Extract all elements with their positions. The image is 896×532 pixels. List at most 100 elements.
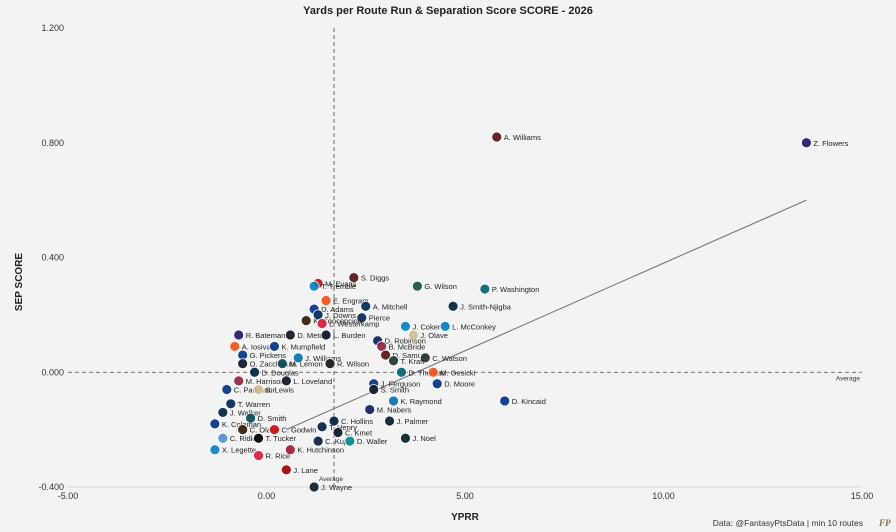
team-logo-marker [233, 375, 245, 387]
y-tick-label: -0.400 [38, 482, 64, 492]
data-point: J. Williams [292, 352, 341, 364]
data-point: A. Mitchell [360, 300, 408, 312]
data-point: D. Thomas [396, 366, 445, 378]
data-point: G. Wilson [411, 280, 457, 292]
point-label: L. Westerkamp [329, 319, 379, 328]
data-point: T. Warren [225, 398, 270, 410]
point-label: L. McConkey [452, 322, 496, 331]
data-point: M. Lemon [276, 358, 323, 370]
point-label: M. Nabers [377, 406, 412, 415]
point-label: M. Evans [325, 279, 357, 288]
data-point: M. Nabers [364, 404, 412, 415]
point-label: J. Williams [305, 354, 341, 363]
data-point: K. Raymond [388, 395, 442, 407]
point-label: G. Wilson [424, 282, 457, 291]
team-logo-marker [431, 378, 443, 390]
data-point: J. Noel [400, 432, 436, 444]
team-logo-marker [229, 341, 241, 352]
point-label: C. Olave [250, 426, 279, 435]
data-point: R. Wilson [324, 358, 369, 370]
point-label: L. Burden [333, 331, 366, 340]
point-label: C. Hollins [341, 417, 373, 426]
data-point: S. Smith [368, 384, 409, 395]
team-logo-marker [447, 300, 459, 312]
team-logo-marker [221, 384, 233, 395]
data-point: M. Gesicki [427, 366, 476, 378]
point-label: D. Kincaid [512, 397, 546, 406]
data-point: A. Williams [491, 131, 541, 143]
team-logo-marker [491, 131, 503, 143]
point-label: X. Legette [222, 446, 256, 455]
team-logo-marker [253, 384, 264, 395]
data-point: T. Tucker [253, 432, 296, 444]
point-label: Pierce [369, 314, 390, 323]
point-label: A. Williams [504, 133, 541, 142]
point-label: R. Rice [266, 451, 291, 460]
team-logo-marker [324, 358, 336, 370]
data-point: C. Watson [419, 352, 467, 364]
team-logo-marker [348, 272, 360, 283]
data-point: D. Kincaid [499, 395, 546, 407]
data-point: A. Iosivas [229, 341, 275, 352]
data-point: C. Hollins [328, 415, 373, 427]
point-label: D. Samuel [393, 351, 428, 360]
team-logo-marker [396, 366, 407, 378]
data-point: K. Hutchinson [284, 444, 344, 456]
point-label: C. Ridley [230, 434, 261, 443]
x-tick-label: -5.00 [58, 491, 79, 501]
data-point: S. Diggs [348, 272, 389, 283]
y-tick-label: 0.400 [41, 253, 64, 263]
point-label: T. Warren [238, 400, 270, 409]
x-tick-label: 0.00 [258, 491, 276, 501]
team-logo-marker [427, 366, 439, 378]
data-point: T. Henry [316, 421, 357, 433]
data-point: D. Smith [245, 412, 286, 424]
point-label: T. Henry [329, 423, 357, 432]
point-label: C. Godwin [281, 426, 316, 435]
team-logo-marker [439, 320, 451, 332]
point-label: O. Zaccheaus [250, 360, 297, 369]
point-label: K. Hutchinson [297, 446, 344, 455]
team-logo-marker [209, 418, 221, 430]
point-label: J. Palmer [397, 417, 429, 426]
team-logo-marker [499, 395, 511, 407]
team-logo-marker [384, 415, 395, 427]
data-point: C. Kmet [332, 427, 373, 438]
y-tick-label: 0.000 [41, 367, 64, 377]
team-logo-marker [237, 424, 249, 436]
point-label: J. Smith-Njigba [460, 302, 512, 311]
team-logo-marker [300, 315, 312, 327]
x-tick-label: 10.00 [652, 491, 675, 501]
data-point: K. Concepcion [300, 315, 362, 327]
data-point: J. Coker [400, 320, 441, 332]
team-logo-marker [225, 398, 237, 410]
team-logo-marker [360, 300, 372, 312]
team-logo-marker [407, 329, 419, 341]
data-point: D. Douglas [249, 366, 299, 378]
point-label: K. Mumpfield [281, 342, 325, 351]
axes: -5.00 0.00 5.00 10.00 15.00 -0.400 0.000 0.400 0… [38, 23, 873, 501]
team-logo-marker [344, 435, 356, 447]
team-logo-marker [269, 341, 280, 352]
point-label: T. Kraft [401, 357, 426, 366]
data-point: C. Ridley [217, 432, 261, 444]
team-logo-marker [308, 280, 320, 292]
team-logo-marker [253, 432, 264, 444]
team-logo-marker [233, 329, 245, 341]
team-logo-marker [217, 432, 229, 444]
team-logo-marker [411, 280, 423, 292]
team-logo-marker [276, 358, 288, 370]
point-label: R. Bateman [246, 331, 286, 340]
data-point: X. Legette [209, 444, 256, 456]
fantasy-points-logo: FP [878, 518, 891, 528]
x-tick-label: 15.00 [851, 491, 874, 501]
point-label: C. Kmet [345, 428, 373, 437]
data-point: E. Engram [320, 295, 368, 306]
point-label: S. Smith [381, 385, 409, 394]
point-label: D. Douglas [262, 368, 299, 377]
team-logo-marker [320, 295, 332, 306]
data-point: J. Palmer [384, 415, 429, 427]
average-y-label: Average [836, 375, 860, 382]
